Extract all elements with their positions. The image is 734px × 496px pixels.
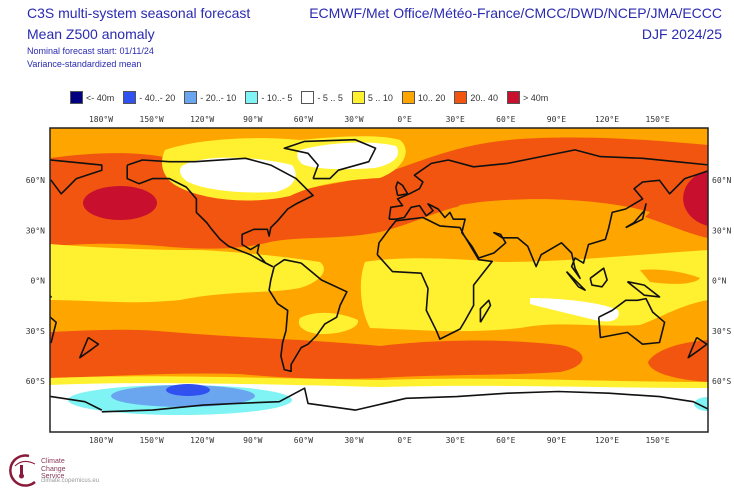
legend-label: 20.. 40: [470, 92, 498, 103]
legend-item: 10.. 20: [401, 91, 446, 104]
legend-label: - 40..- 20: [139, 92, 176, 103]
tick-label: 60°E: [496, 115, 515, 124]
legend-item: <- 40m: [70, 91, 114, 104]
logo-url: climate.copernicus.eu: [41, 478, 100, 484]
tick-label: 150°E: [646, 115, 670, 124]
legend-swatch: [301, 91, 315, 104]
logo-line2: Change Service: [41, 466, 66, 480]
legend-label: - 5 .. 5: [317, 92, 343, 103]
tick-label: 0°E: [397, 436, 412, 445]
method: Variance-standardized mean: [27, 59, 142, 69]
tick-label: 30°N: [26, 226, 45, 235]
tick-label: 90°W: [243, 115, 262, 124]
legend-swatch: [123, 91, 137, 104]
tick-label: 60°S: [712, 377, 731, 386]
tick-label: 120°E: [595, 436, 619, 445]
tick-label: 60°N: [26, 176, 45, 185]
tick-label: 30°W: [344, 115, 363, 124]
coastline-ng: [50, 295, 52, 298]
tick-label: 90°E: [547, 115, 566, 124]
coastline-an: [101, 387, 708, 413]
anomaly-field: [17, 128, 708, 432]
tick-label: 30°E: [446, 436, 465, 445]
legend-label: > 40m: [522, 92, 549, 103]
axis-ticks: 180°W 180°W 150°W 150°W 120°W 120°W 90°W 90°W 60…: [26, 115, 732, 445]
tick-label: 180°W: [89, 115, 113, 124]
tick-label: 150°W: [140, 436, 164, 445]
legend-swatch: [506, 91, 520, 104]
subtitle: Mean Z500 anomaly: [27, 26, 155, 42]
tick-label: 0°E: [397, 115, 412, 124]
legend-item: > 40m: [506, 91, 549, 104]
tick-label: 120°W: [190, 115, 214, 124]
coastline-uk: [395, 181, 409, 197]
tick-label: 30°W: [344, 436, 363, 445]
legend-item: - 20..- 10: [184, 91, 236, 104]
legend-swatch: [454, 91, 468, 104]
tick-label: 60°W: [294, 436, 313, 445]
coastline-sa: [268, 258, 348, 373]
legend-label: - 20..- 10: [200, 92, 237, 103]
coastline-ng: [626, 280, 661, 298]
coastline-gl: [283, 138, 377, 180]
coastline-na: [126, 157, 314, 268]
legend-swatch: [401, 91, 415, 104]
legend-item: 5 .. 10: [351, 91, 393, 104]
coastline-jp: [17, 204, 37, 228]
coastline-nz: [79, 336, 100, 359]
coastline-bo: [589, 267, 608, 288]
tick-label: 150°E: [646, 436, 670, 445]
period: DJF 2024/25: [641, 26, 722, 42]
tick-label: 120°E: [595, 115, 619, 124]
coastline-au: [50, 315, 57, 344]
coastline-au: [597, 297, 666, 345]
coastline-mg: [479, 299, 492, 323]
tick-label: 60°E: [496, 436, 515, 445]
tick-label: 60°W: [294, 115, 313, 124]
legend-item: 20.. 40: [454, 91, 498, 104]
tick-label: 0°N: [31, 277, 46, 286]
copernicus-logo: Climate Change Service climate.copernicu…: [5, 452, 99, 493]
tick-label: 90°E: [547, 436, 566, 445]
legend-label: 5 .. 10: [367, 92, 393, 103]
legend-label: - 10..- 5: [261, 92, 293, 103]
coastline-eu: [388, 149, 708, 280]
coastline-af: [376, 216, 493, 340]
legend-swatch: [351, 91, 365, 104]
coastline-jp: [625, 203, 647, 229]
legend-item: - 40..- 20: [123, 91, 175, 104]
tick-label: 30°E: [446, 115, 465, 124]
tick-label: 150°W: [140, 115, 164, 124]
legend: <- 40m - 40..- 20 - 20..- 10 - 10..- 5 - 5 .…: [70, 91, 548, 104]
legend-label: 10.. 20: [417, 92, 446, 103]
legend-swatch: [245, 91, 259, 104]
forecast-start: Nominal forecast start: 01/11/24: [27, 46, 154, 56]
map-frame: [49, 127, 709, 433]
legend-label: <- 40m: [86, 92, 115, 103]
legend-item: - 5 .. 5: [301, 91, 343, 104]
tick-label: 180°W: [89, 436, 113, 445]
legend-item: - 10..- 5: [245, 91, 292, 104]
legend-swatch: [184, 91, 198, 104]
tick-label: 30°N: [712, 226, 731, 235]
title: C3S multi-system seasonal forecast: [27, 5, 251, 21]
coastline-nz: [687, 336, 708, 359]
tick-label: 30°S: [712, 327, 731, 336]
tick-label: 60°S: [26, 377, 45, 386]
tick-label: 120°W: [190, 436, 214, 445]
tick-label: 60°N: [712, 176, 731, 185]
coastline-su: [565, 271, 586, 291]
tick-label: 30°S: [26, 327, 45, 336]
logo-line1: Climate: [41, 458, 65, 465]
agencies: ECMWF/Met Office/Météo-France/CMCC/DWD/N…: [309, 5, 722, 21]
tick-label: 90°W: [243, 436, 262, 445]
legend-swatch: [70, 91, 83, 104]
tick-label: 0°N: [712, 277, 727, 286]
coastlines: [17, 138, 708, 413]
